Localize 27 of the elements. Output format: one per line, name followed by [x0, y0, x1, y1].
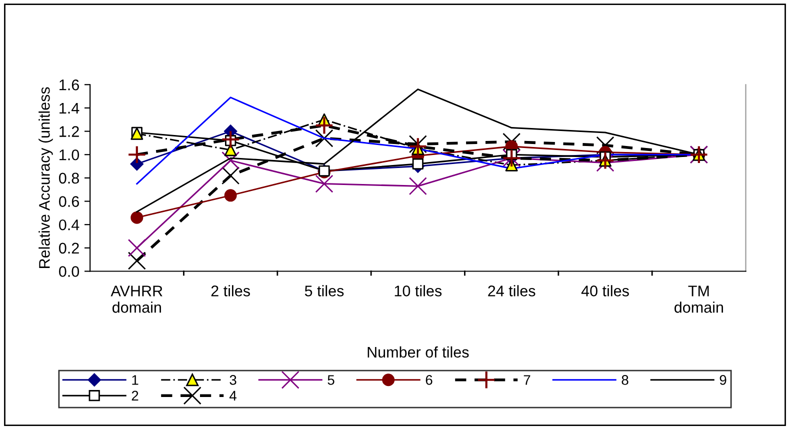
x-tick-label: 40 tiles — [581, 285, 629, 296]
legend-label: 9 — [720, 375, 726, 385]
legend-label: 2 — [132, 390, 138, 400]
y-tick-label: 0.8 — [59, 172, 79, 184]
x-tick-label: 2 tiles — [211, 285, 250, 296]
legend-label: 8 — [622, 375, 628, 385]
y-tick-label: 1.2 — [60, 126, 79, 137]
legend-label: 7 — [524, 375, 530, 385]
y-tick-label: 0.6 — [59, 196, 79, 207]
x-tick-label: TM domain — [674, 286, 723, 313]
y-tick-label: 0.2 — [59, 242, 79, 254]
x-tick-label: 24 tiles — [488, 285, 536, 296]
y-tick-label: 1.0 — [60, 149, 80, 160]
legend-label: 4 — [229, 390, 236, 400]
y-tick-label: 0.0 — [59, 266, 80, 277]
x-tick-label: 5 tiles — [304, 285, 344, 296]
y-tick-label: 0.4 — [59, 219, 80, 230]
legend-label: 1 — [132, 375, 138, 385]
y-axis-title: Relative Accuracy (unitless — [38, 87, 53, 268]
x-tick-label: AVHRR domain — [110, 286, 162, 313]
y-tick-label: 1.6 — [60, 80, 79, 90]
y-tick-label: 1.4 — [60, 102, 80, 114]
legend-label: 3 — [230, 375, 236, 385]
x-tick-label: 10 tiles — [394, 285, 442, 296]
legend-label: 5 — [328, 375, 334, 385]
legend-label: 6 — [426, 375, 432, 385]
x-axis-title: Number of tiles — [368, 346, 469, 358]
